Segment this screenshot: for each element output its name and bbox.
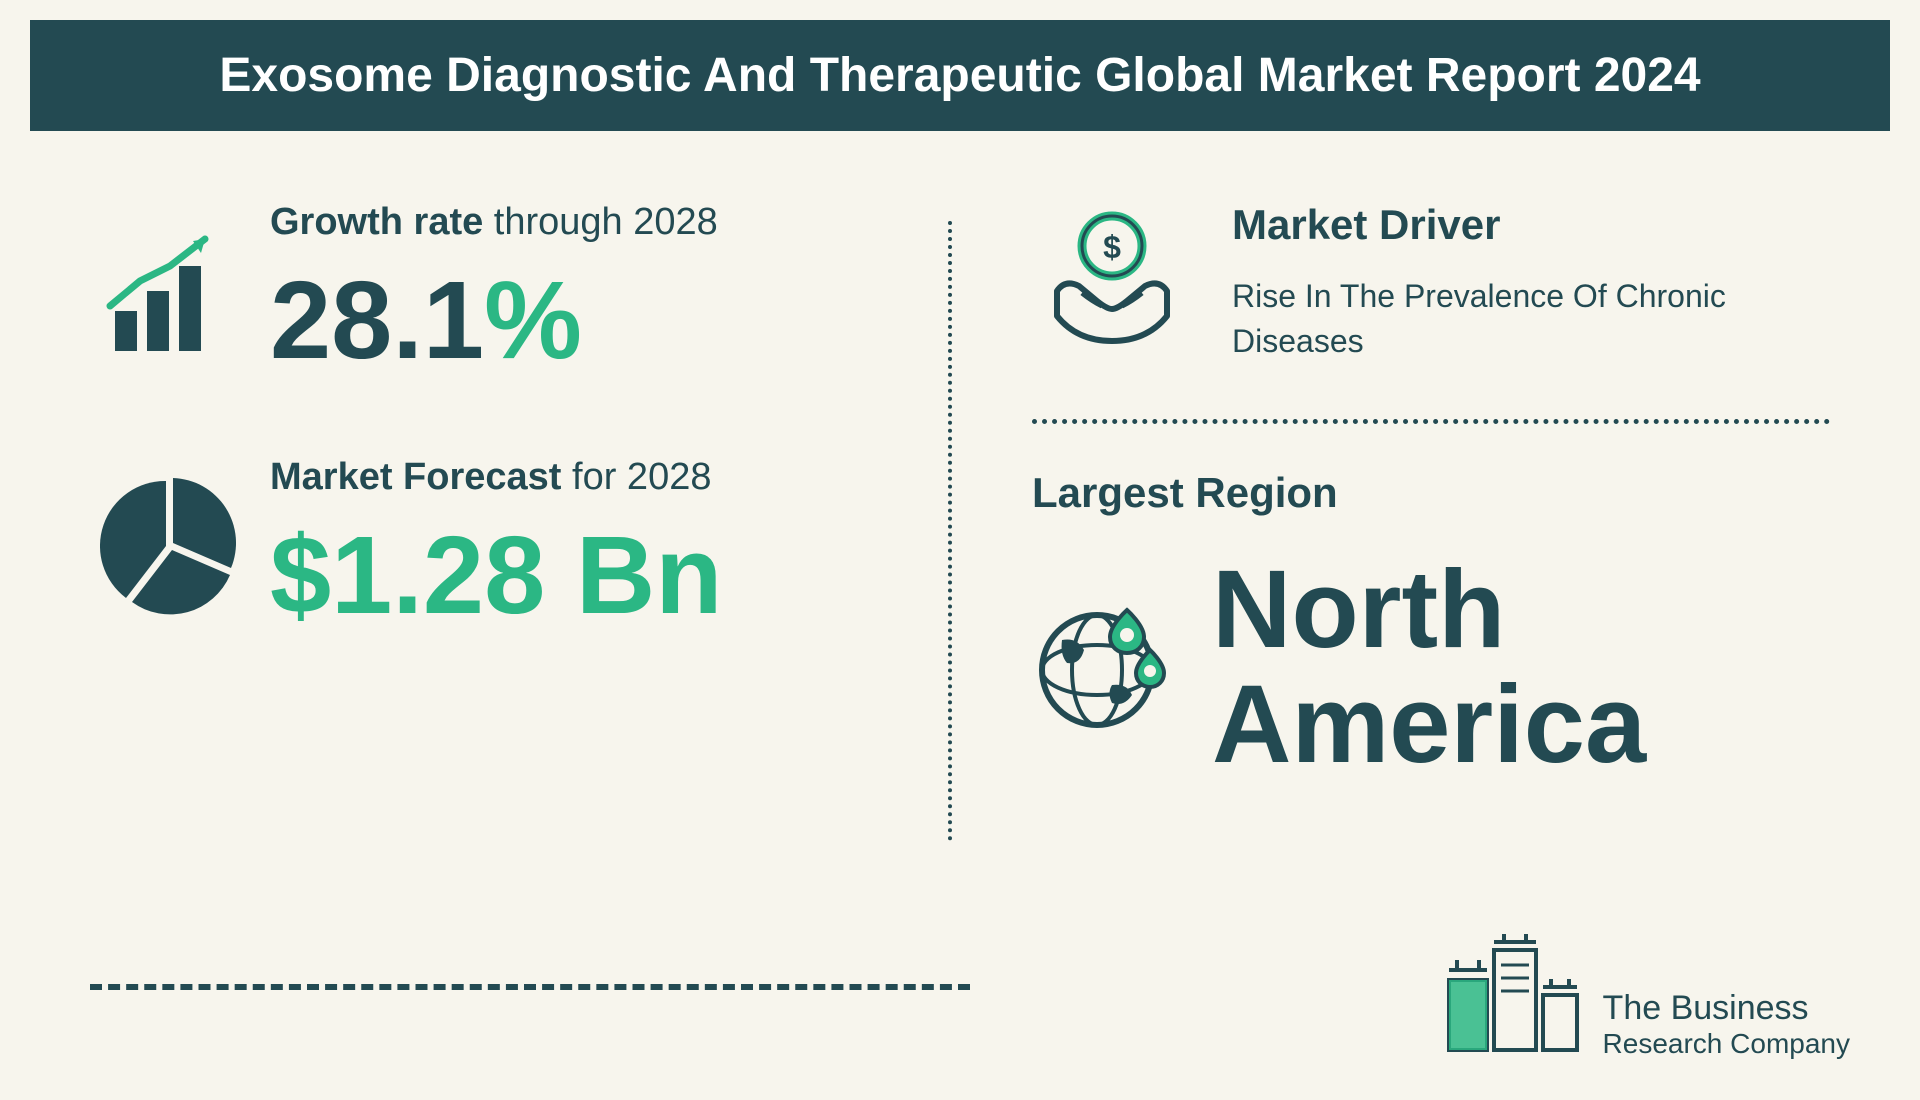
forecast-value: $1.28 Bn <box>270 521 722 631</box>
growth-text: Growth rate through 2028 28.1% <box>250 201 718 376</box>
growth-block: Growth rate through 2028 28.1% <box>90 201 888 376</box>
forecast-label: Market Forecast for 2028 <box>270 456 722 499</box>
driver-title: Market Driver <box>1232 201 1830 249</box>
left-column: Growth rate through 2028 28.1% Market Fo… <box>90 201 948 911</box>
report-title-bar: Exosome Diagnostic And Therapeutic Globa… <box>30 20 1890 131</box>
logo-text: The Business Research Company <box>1603 989 1850 1060</box>
forecast-block: Market Forecast for 2028 $1.28 Bn <box>90 456 888 631</box>
report-title: Exosome Diagnostic And Therapeutic Globa… <box>219 49 1700 102</box>
growth-value: 28.1% <box>270 266 718 376</box>
region-block: Largest Region No <box>1032 469 1830 783</box>
driver-icon: $ <box>1032 201 1192 351</box>
region-name-line2: America <box>1212 663 1646 786</box>
driver-description: Rise In The Prevalence Of Chronic Diseas… <box>1232 274 1830 364</box>
growth-label: Growth rate through 2028 <box>270 201 718 244</box>
growth-icon <box>90 201 250 371</box>
forecast-icon <box>90 456 250 616</box>
region-icon <box>1032 595 1172 740</box>
driver-block: $ Market Driver Rise In The Prevalence O… <box>1032 201 1830 364</box>
right-column: $ Market Driver Rise In The Prevalence O… <box>952 201 1830 911</box>
bottom-dashed-line <box>90 984 970 990</box>
region-name-line1: North <box>1212 548 1505 671</box>
company-logo: The Business Research Company <box>1439 930 1850 1060</box>
region-title: Largest Region <box>1032 469 1830 517</box>
driver-text-block: Market Driver Rise In The Prevalence Of … <box>1232 201 1830 364</box>
logo-icon <box>1439 930 1589 1060</box>
region-value: North America <box>1212 552 1646 783</box>
horizontal-divider <box>1032 419 1830 424</box>
forecast-text: Market Forecast for 2028 $1.28 Bn <box>250 456 722 631</box>
content-grid: Growth rate through 2028 28.1% Market Fo… <box>0 131 1920 911</box>
svg-text:$: $ <box>1103 229 1121 265</box>
